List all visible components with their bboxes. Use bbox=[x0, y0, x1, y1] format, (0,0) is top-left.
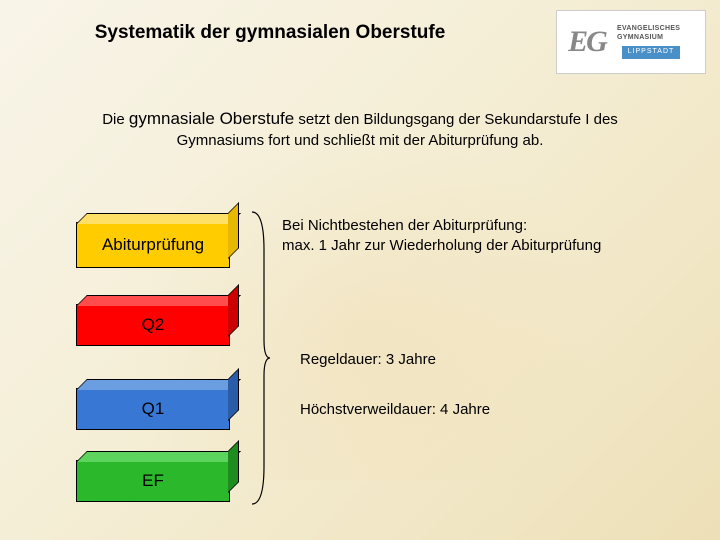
logo-text: EVANGELISCHES GYMNASIUM LIPPSTADT bbox=[617, 10, 680, 74]
logo-monogram-box: EG bbox=[557, 10, 617, 74]
note-regel: Regeldauer: 3 Jahre bbox=[300, 350, 436, 370]
box-ef-label: EF bbox=[77, 461, 229, 501]
curly-bracket-icon bbox=[248, 210, 270, 506]
box-q1: Q1 bbox=[76, 388, 230, 430]
school-logo: EG EVANGELISCHES GYMNASIUM LIPPSTADT bbox=[556, 10, 706, 74]
box-q2-label: Q2 bbox=[77, 305, 229, 345]
box-q2: Q2 bbox=[76, 304, 230, 346]
logo-monogram: EG bbox=[568, 25, 606, 59]
page-title: Systematik der gymnasialen Oberstufe bbox=[0, 22, 540, 44]
box-abitur: Abiturprüfung bbox=[76, 222, 230, 268]
logo-line1: EVANGELISCHES bbox=[617, 25, 680, 33]
box-abitur-label: Abiturprüfung bbox=[77, 223, 229, 267]
note-abitur-line2: max. 1 Jahr zur Wiederholung der Abiturp… bbox=[282, 236, 672, 256]
intro-paragraph: Die gymnasiale Oberstufe setzt den Bildu… bbox=[80, 108, 640, 151]
logo-line2: GYMNASIUM bbox=[617, 34, 680, 42]
note-abitur-line1: Bei Nichtbestehen der Abiturprüfung: bbox=[282, 216, 672, 236]
logo-city-bar: LIPPSTADT bbox=[622, 46, 681, 58]
intro-prefix: Die bbox=[102, 111, 129, 128]
intro-emph: gymnasiale Oberstufe bbox=[129, 109, 294, 128]
note-abitur: Bei Nichtbestehen der Abiturprüfung: max… bbox=[282, 216, 672, 257]
note-hoechst: Höchstverweildauer: 4 Jahre bbox=[300, 400, 490, 420]
box-q1-label: Q1 bbox=[77, 389, 229, 429]
box-ef: EF bbox=[76, 460, 230, 502]
